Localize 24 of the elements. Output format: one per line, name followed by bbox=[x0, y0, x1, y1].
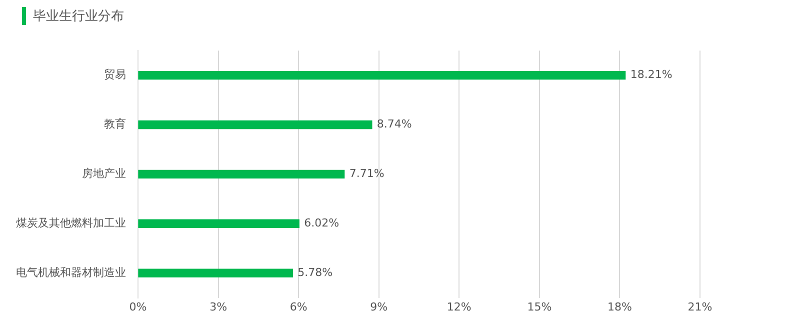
x-tick-label: 15% bbox=[527, 300, 552, 314]
chart-title: 毕业生行业分布 bbox=[33, 8, 124, 25]
data-label: 18.21% bbox=[630, 68, 672, 82]
bar bbox=[138, 268, 294, 278]
data-label: 7.71% bbox=[349, 167, 384, 180]
bar bbox=[138, 170, 345, 179]
y-tick-label: 房地产业 bbox=[82, 167, 126, 180]
data-label: 5.78% bbox=[298, 266, 333, 279]
x-tick-label: 6% bbox=[290, 300, 308, 314]
y-tick-label: 贸易 bbox=[104, 68, 126, 82]
bar bbox=[138, 120, 372, 130]
y-tick-label: 煤炭及其他燃料加工业 bbox=[16, 216, 126, 230]
x-tick-label: 18% bbox=[607, 300, 632, 314]
y-tick-label: 电气机械和器材制造业 bbox=[16, 266, 126, 279]
x-tick-label: 12% bbox=[446, 300, 472, 314]
bar bbox=[138, 219, 300, 228]
x-tick-label: 21% bbox=[688, 300, 712, 314]
data-label: 8.74% bbox=[376, 118, 412, 131]
bar bbox=[138, 70, 626, 80]
x-tick-label: 3% bbox=[210, 300, 228, 314]
x-tick-label: 9% bbox=[370, 300, 388, 314]
data-label: 6.02% bbox=[304, 216, 340, 230]
x-tick-label: 0% bbox=[129, 300, 147, 314]
y-tick-label: 教育 bbox=[104, 118, 126, 131]
